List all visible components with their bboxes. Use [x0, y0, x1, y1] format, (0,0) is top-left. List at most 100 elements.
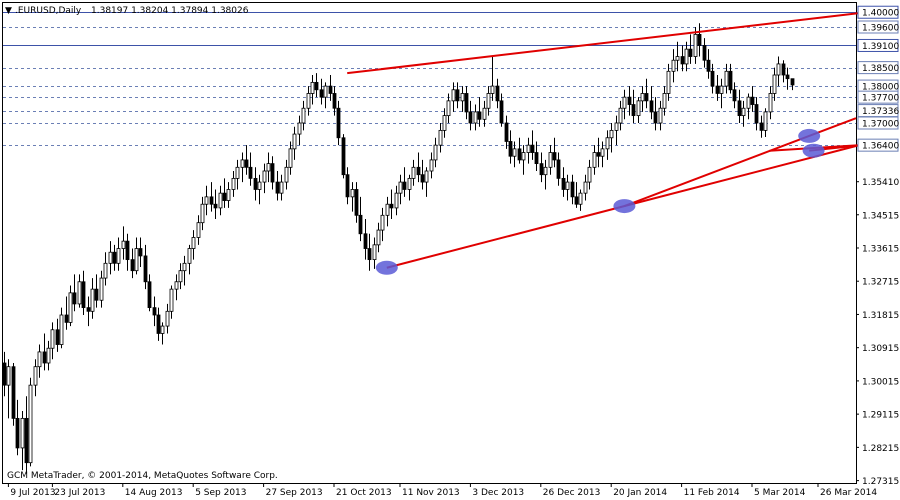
- candle-body: [72, 292, 77, 305]
- candle-body: [719, 85, 724, 94]
- candle-body: [86, 307, 91, 312]
- candle-body: [262, 170, 267, 183]
- x-tick-label: 5 Sep 2013: [195, 488, 246, 498]
- candle-body: [345, 174, 350, 198]
- candle-body: [165, 310, 170, 327]
- x-tick-label: 14 Aug 2013: [125, 488, 183, 498]
- candle-body: [530, 144, 535, 153]
- trendline: [347, 11, 867, 75]
- candle-body: [548, 152, 553, 168]
- candle-body: [724, 70, 729, 87]
- symbol-menu-icon[interactable]: ▼: [5, 6, 12, 16]
- price-level-label: 1.40000: [862, 9, 899, 19]
- candle-body: [24, 417, 29, 464]
- candle-body: [636, 100, 641, 117]
- candle-body: [178, 270, 183, 283]
- candle-body: [389, 203, 394, 209]
- candle-body: [11, 366, 16, 419]
- price-level-label-box: [857, 20, 899, 34]
- candle-body: [275, 181, 280, 194]
- x-tick-label: 11 Feb 2014: [684, 488, 740, 498]
- touch-point-marker: [375, 260, 398, 275]
- candle-body: [592, 152, 597, 168]
- candle-body: [411, 166, 416, 179]
- candle-body: [521, 152, 526, 161]
- y-tick-label: 1.27315: [862, 477, 899, 487]
- candle-body: [314, 81, 319, 91]
- candle-body: [226, 189, 231, 201]
- candle-body: [15, 417, 20, 449]
- x-tick-label: 21 Oct 2013: [336, 488, 392, 498]
- candle-body: [702, 45, 707, 61]
- candle-body: [196, 222, 201, 238]
- candle-body: [671, 59, 676, 72]
- candle-body: [420, 174, 425, 183]
- candle-body: [204, 196, 209, 205]
- candle-body: [539, 163, 544, 176]
- candle-body: [565, 181, 570, 190]
- candle-body: [90, 288, 95, 312]
- candle-body: [583, 181, 588, 194]
- candle-body: [319, 89, 324, 98]
- candle-body: [578, 192, 583, 205]
- candle-body: [442, 115, 447, 131]
- candle-body: [512, 148, 517, 157]
- candle-body: [759, 122, 764, 131]
- price-level-label: 1.36400: [862, 142, 899, 152]
- y-tick-label: 1.29115: [862, 411, 899, 421]
- candle-body: [424, 170, 429, 183]
- candle-body: [81, 281, 86, 309]
- candle-body: [680, 56, 685, 65]
- candle-body: [477, 111, 482, 120]
- candle-body: [341, 137, 346, 176]
- copyright-footer: GCM MetaTrader, © 2001-2014, MetaQuotes …: [7, 471, 278, 481]
- candle-body: [517, 148, 522, 161]
- candle-body: [332, 93, 337, 109]
- candle-body: [675, 56, 680, 61]
- touch-point-marker: [802, 143, 825, 158]
- price-level-label-box: [857, 5, 899, 19]
- candle-body: [134, 248, 139, 272]
- price-level-label-box: [857, 138, 899, 152]
- candle-body: [266, 163, 271, 172]
- candle-body: [785, 74, 790, 80]
- candle-body: [297, 122, 302, 135]
- candle-body: [790, 78, 795, 86]
- candle-body: [350, 189, 355, 198]
- candle-body: [746, 96, 751, 109]
- candle-body: [46, 347, 51, 364]
- candle-body: [121, 240, 126, 249]
- candle-body: [152, 307, 157, 316]
- candle-body: [688, 48, 693, 57]
- candles: [2, 23, 795, 474]
- candle-body: [728, 70, 733, 91]
- candle-body: [130, 259, 135, 272]
- price-level-label: 1.37336: [862, 107, 899, 117]
- candle-body: [763, 111, 768, 131]
- candle-body: [169, 288, 174, 312]
- candle-body: [240, 159, 245, 168]
- candle-body: [301, 107, 306, 124]
- y-tick-label: 1.32715: [862, 278, 899, 288]
- candle-body: [209, 196, 214, 205]
- candle-body: [336, 107, 341, 139]
- candle-body: [55, 329, 60, 345]
- candle-body: [323, 85, 328, 98]
- price-level-label: 1.39100: [862, 42, 899, 52]
- candle-body: [499, 100, 504, 124]
- candle-body: [116, 248, 121, 264]
- candle-body: [279, 181, 284, 194]
- candle-body: [596, 152, 601, 157]
- candle-body: [618, 107, 623, 124]
- candle-body: [631, 104, 636, 117]
- candle-body: [446, 100, 451, 117]
- candle-body: [284, 166, 289, 183]
- candle-body: [363, 233, 368, 249]
- candle-body: [706, 59, 711, 72]
- candle-body: [732, 89, 737, 102]
- candle-body: [253, 177, 258, 190]
- y-tick-label: 1.33615: [862, 244, 899, 254]
- price-level-label-box: [857, 90, 899, 104]
